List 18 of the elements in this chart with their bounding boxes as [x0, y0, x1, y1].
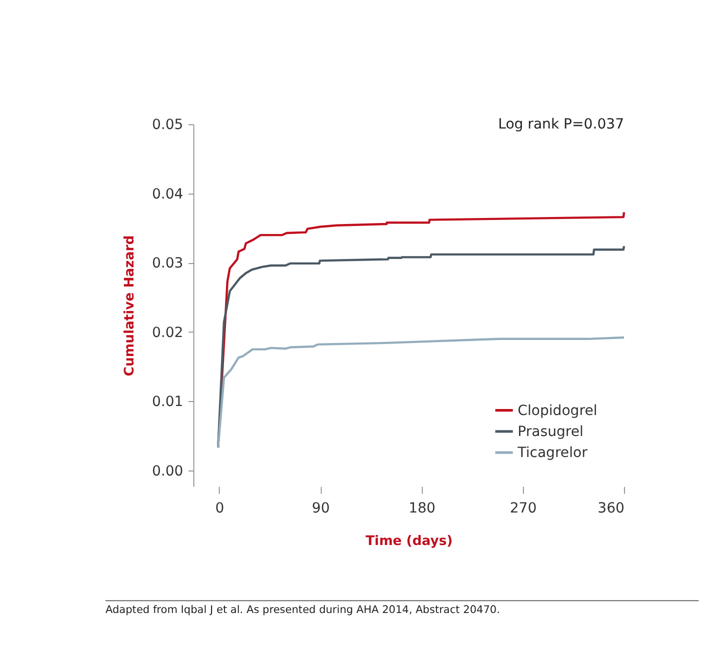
x-tick-label: 180 [408, 500, 436, 516]
x-tick-label: 0 [215, 500, 224, 516]
y-tick-label: 0.05 [152, 117, 184, 134]
x-tick-label: 360 [598, 500, 624, 516]
legend-label: Prasugrel [518, 424, 584, 440]
y-tick-label: 0.02 [152, 324, 184, 341]
annotation: Log rank P=0.037 [498, 116, 624, 133]
y-tick-label: 0.01 [152, 394, 184, 410]
x-axis-title: Time (days) [366, 534, 453, 549]
legend-label: Clopidogrel [518, 402, 598, 419]
y-axis-title: Cumulative Hazard [122, 235, 138, 376]
x-tick-label: 270 [510, 500, 537, 516]
y-tick-label: 0.03 [152, 256, 184, 272]
legend-label: Ticagrelor [516, 444, 588, 461]
y-tick-label: 0.04 [152, 186, 184, 202]
text: Adapted from Iqbal J et al. As presented during AHA 2014, Abstract 20470. [105, 604, 500, 616]
x-tick-label: 90 [312, 500, 330, 516]
y-tick-label: 0.00 [152, 463, 184, 480]
